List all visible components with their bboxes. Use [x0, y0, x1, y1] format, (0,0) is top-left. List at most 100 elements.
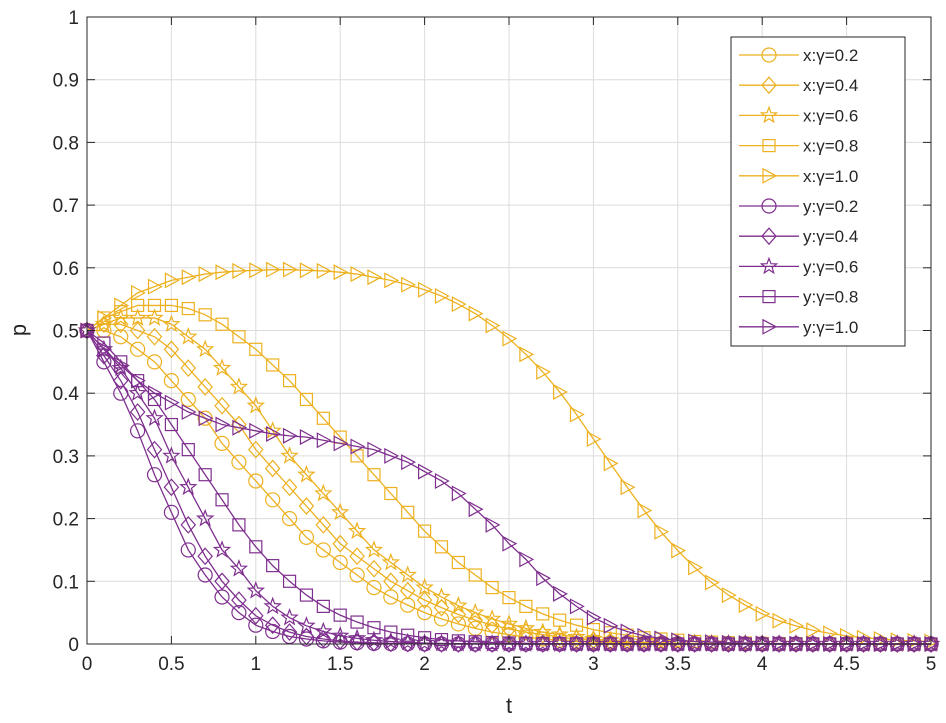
data-point: [147, 298, 162, 313]
data-point: [347, 628, 367, 647]
data-point: [231, 591, 247, 610]
data-point: [266, 261, 281, 278]
x-tick-label: 1: [251, 654, 262, 675]
legend-marker: [761, 47, 777, 63]
data-point: [418, 463, 433, 480]
data-point: [265, 492, 281, 508]
data-point: [432, 587, 451, 605]
data-point: [97, 341, 113, 358]
data-point: [198, 266, 214, 283]
data-point: [163, 373, 179, 389]
data-point: [179, 327, 198, 345]
data-point: [197, 378, 213, 396]
data-point: [298, 529, 315, 546]
data-point: [215, 264, 231, 281]
data-point: [163, 478, 180, 497]
data-point: [418, 524, 432, 538]
data-point: [232, 330, 246, 344]
data-point: [130, 423, 146, 439]
data-point: [181, 301, 195, 316]
data-point: [485, 317, 501, 334]
data-point: [114, 356, 130, 373]
legend: x:γ=0.2 x:γ=0.4 x:γ=0.6 x:γ=0.8 x:γ=1.0 y:γ=0…: [730, 36, 906, 347]
data-point: [164, 417, 178, 432]
data-point: [586, 609, 602, 626]
data-point: [502, 535, 518, 552]
data-point: [162, 314, 181, 333]
y-tick-label: 0.9: [53, 71, 79, 92]
data-point: [164, 394, 180, 411]
x-tick-label: 4.5: [833, 654, 859, 675]
legend-label: y:γ=0.6: [803, 257, 858, 276]
data-point: [654, 523, 670, 540]
y-tick-label: 0.1: [53, 572, 79, 593]
data-point: [179, 477, 198, 496]
data-point: [401, 505, 415, 519]
legend-marker: [759, 256, 779, 275]
x-tick-label: 3: [588, 654, 599, 675]
data-point: [195, 339, 215, 358]
data-point: [347, 521, 367, 539]
data-point: [688, 559, 703, 576]
data-point: [333, 608, 347, 622]
data-point: [299, 429, 315, 446]
data-point: [366, 559, 382, 578]
data-point: [114, 297, 130, 314]
data-point: [721, 634, 737, 651]
data-point: [129, 403, 146, 421]
legend-item: y:γ=0.8: [739, 288, 858, 307]
data-point: [637, 502, 653, 519]
legend-label: x:γ=0.6: [803, 106, 858, 125]
data-point: [231, 454, 247, 470]
data-point: [688, 633, 703, 650]
data-point: [567, 627, 586, 645]
data-point: [212, 358, 232, 376]
legend-label: y:γ=0.8: [803, 288, 858, 307]
data-point: [468, 501, 484, 518]
y-tick-label: 0.5: [53, 322, 79, 343]
data-point: [146, 467, 163, 483]
data-point: [654, 630, 670, 647]
data-point: [416, 591, 433, 610]
legend-marker: [759, 105, 779, 124]
data-point: [266, 425, 281, 442]
data-point: [231, 605, 247, 621]
data-point: [131, 284, 146, 301]
ticks: 0 0.5 1 1.5 2 2.5 3 3.5 4 4.5 5 0 0.1 0.2 0.3 0.4 0.5 0.6…: [53, 8, 937, 675]
data-point: [350, 266, 366, 283]
data-point: [332, 631, 348, 650]
data-point: [399, 581, 416, 600]
data-point: [131, 298, 145, 313]
data-point: [249, 540, 263, 554]
data-point: [281, 510, 298, 527]
data-point: [214, 572, 230, 591]
data-point: [401, 628, 415, 642]
data-point: [434, 288, 450, 305]
data-point: [721, 587, 737, 604]
data-point: [367, 621, 381, 635]
data-point: [350, 615, 364, 629]
data-point: [195, 508, 215, 527]
legend-marker: [761, 227, 777, 246]
data-point: [367, 468, 381, 482]
data-point: [468, 568, 482, 582]
legend-item: x:γ=1.0: [739, 167, 858, 186]
data-point: [146, 354, 163, 370]
data-point: [381, 552, 401, 571]
data-point: [299, 262, 315, 279]
data-point: [434, 633, 449, 647]
data-point: [502, 591, 516, 605]
data-point: [180, 359, 197, 378]
data-point: [536, 363, 552, 380]
data-point: [280, 446, 299, 464]
data-point: [586, 430, 602, 447]
data-point: [264, 459, 281, 478]
data-point: [620, 623, 636, 640]
data-point: [704, 634, 720, 651]
data-point: [180, 542, 196, 558]
data-point: [197, 567, 213, 583]
y-tick-label: 0.2: [53, 510, 79, 531]
data-point: [316, 599, 330, 613]
data-point: [162, 446, 181, 464]
data-point: [299, 392, 314, 407]
